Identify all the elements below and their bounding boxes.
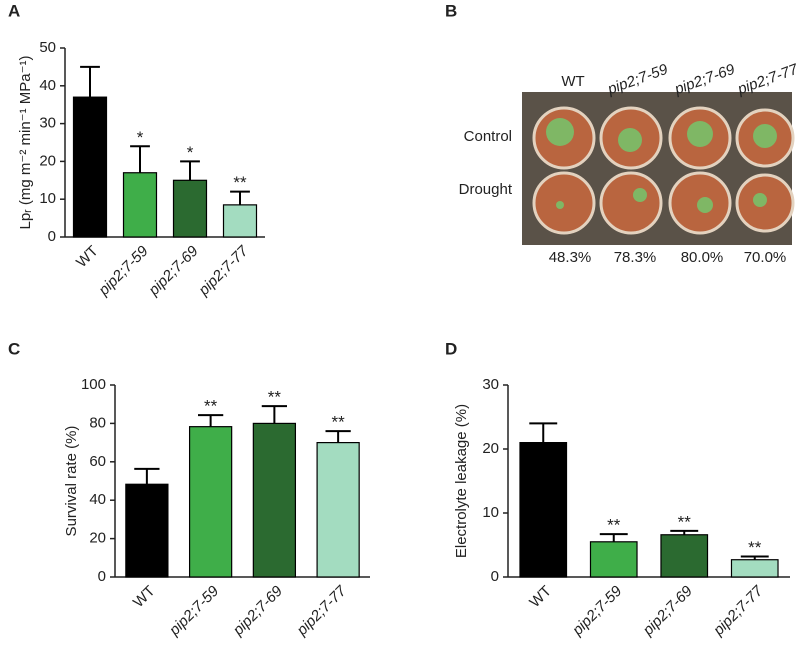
significance-mark: * [137, 128, 144, 147]
error-bar [325, 430, 351, 443]
significance-mark: ** [233, 173, 247, 192]
error-bar [198, 414, 224, 427]
y-axis-label: Survival rate (%) [63, 426, 80, 537]
significance-mark: ** [204, 397, 218, 416]
y-tick-label: 30 [39, 115, 56, 132]
y-tick-label: 10 [39, 190, 56, 207]
bar [72, 96, 108, 238]
panel-label: A [8, 1, 20, 20]
x-tick-label: WT [130, 583, 159, 612]
significance-mark: ** [748, 538, 762, 557]
x-tick-label: pip2;7-77 [709, 582, 766, 639]
y-tick-label: 30 [482, 376, 499, 393]
y-tick-label: 80 [89, 414, 106, 431]
x-tick-label: pip2;7-77 [195, 242, 252, 299]
error-bar [740, 555, 769, 560]
y-tick-label: 60 [89, 453, 106, 470]
y-tick-label: 50 [39, 39, 56, 56]
panel-label: D [445, 339, 457, 358]
panel-label: C [8, 339, 20, 358]
row-label: Control [464, 128, 512, 145]
bar [122, 172, 158, 238]
survival-label: 70.0% [744, 249, 787, 266]
x-tick-label: pip2;7-77 [293, 582, 350, 639]
bar [519, 442, 568, 578]
error-bar [130, 145, 150, 173]
bar [252, 422, 297, 578]
survival-label: 48.3% [549, 249, 592, 266]
bar [172, 179, 208, 238]
error-bar [670, 529, 699, 535]
y-tick-label: 100 [81, 376, 106, 393]
y-tick-label: 0 [491, 568, 499, 585]
error-bar [134, 467, 160, 485]
error-bar [180, 160, 200, 181]
bar [589, 541, 638, 578]
x-tick-label: pip2;7-59 [568, 582, 625, 639]
y-tick-label: 20 [89, 530, 106, 547]
significance-mark: ** [607, 516, 621, 535]
y-axis-label: Electrolyte leakage (%) [453, 404, 470, 558]
pots [532, 106, 795, 235]
y-axis-label: Lpᵣ (mg m⁻² min⁻¹ MPa⁻¹) [17, 55, 34, 229]
significance-mark: ** [332, 413, 346, 432]
bar [660, 534, 709, 578]
x-tick-label: pip2;7-69 [639, 582, 696, 639]
plants [546, 118, 777, 213]
bar [222, 204, 258, 238]
y-tick-label: 40 [89, 491, 106, 508]
error-bar [261, 405, 287, 424]
bar [125, 483, 169, 578]
panel-label: B [445, 1, 457, 20]
y-tick-label: 20 [39, 152, 56, 169]
survival-label: 78.3% [614, 249, 657, 266]
photo-panel [522, 92, 795, 245]
y-tick-label: 0 [98, 568, 106, 585]
y-tick-label: 40 [39, 77, 56, 94]
error-bar [599, 533, 628, 542]
significance-mark: * [187, 143, 194, 162]
bar [188, 426, 233, 578]
bar [316, 442, 360, 578]
significance-mark: ** [678, 512, 692, 531]
row-label: Drought [459, 181, 513, 198]
bar [730, 559, 779, 578]
significance-mark: ** [268, 388, 282, 407]
error-bar [230, 190, 250, 205]
x-tick-label: pip2;7-59 [95, 242, 152, 299]
survival-label: 80.0% [681, 249, 724, 266]
x-tick-label: pip2;7-69 [145, 242, 202, 299]
y-tick-label: 10 [482, 504, 499, 521]
x-tick-label: WT [73, 243, 102, 272]
x-tick-label: pip2;7-69 [229, 582, 286, 639]
x-tick-label: pip2;7-59 [165, 582, 222, 639]
y-tick-label: 0 [48, 228, 56, 245]
x-tick-label: WT [526, 583, 555, 612]
y-tick-label: 20 [482, 440, 499, 457]
error-bar [80, 65, 100, 98]
error-bar [529, 422, 558, 443]
column-label: WT [561, 73, 584, 90]
